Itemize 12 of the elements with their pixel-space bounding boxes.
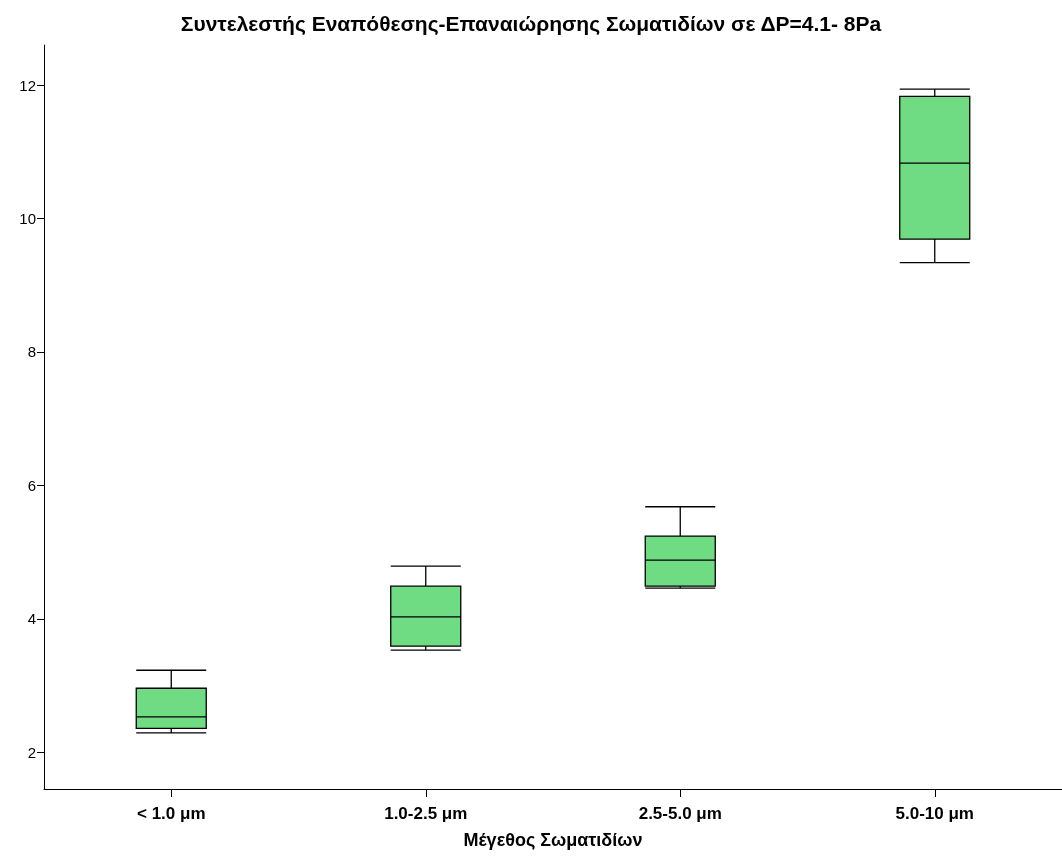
- x-tick-label: 2.5-5.0 μm: [638, 804, 722, 823]
- y-tick-label: 4: [27, 610, 36, 628]
- x-tick-label: 1.0-2.5 μm: [384, 804, 468, 823]
- chart-title: Συντελεστής Εναπόθεσης-Επαναιώρησης Σωματιδίων σε ΔP=4.1- 8Pa: [180, 12, 882, 36]
- y-tick-label: 10: [19, 209, 36, 227]
- x-axis-title: Μέγεθος Σωματιδίων: [463, 830, 643, 850]
- y-tick-label: 8: [27, 343, 36, 361]
- y-tick-label: 12: [19, 76, 36, 94]
- y-tick-label: 6: [27, 476, 36, 494]
- y-tick-label: 2: [27, 743, 36, 761]
- x-tick-label: 5.0-10 μm: [895, 804, 974, 823]
- x-tick-label: < 1.0 μm: [136, 804, 206, 823]
